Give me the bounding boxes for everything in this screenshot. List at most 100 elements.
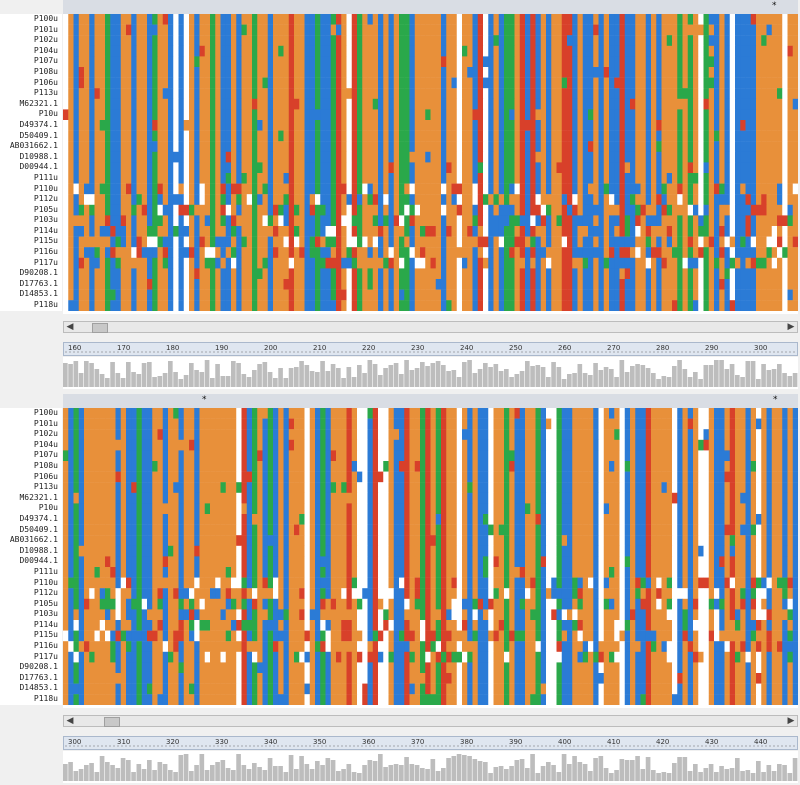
sequence-name[interactable]: D17763.1 — [19, 278, 58, 288]
sequence-name[interactable]: D00944.1 — [19, 556, 58, 566]
ruler-tick: 390 — [509, 738, 523, 746]
ruler-tick: 270 — [607, 344, 621, 352]
consensus-histogram — [63, 751, 798, 783]
sequence-name[interactable]: P102u — [33, 429, 58, 439]
scroll-right-icon[interactable]: ▶ — [787, 322, 795, 332]
sequence-name[interactable]: D00944.1 — [19, 162, 58, 172]
sequence-name[interactable]: D10988.1 — [19, 545, 58, 555]
sequence-name[interactable]: AB031662.1 — [9, 535, 58, 545]
sequence-name[interactable]: D90208.1 — [19, 662, 58, 672]
sequence-name[interactable]: P112u — [33, 588, 58, 598]
sequence-name[interactable]: P102u — [33, 35, 58, 45]
ruler-tick: 290 — [705, 344, 719, 352]
sequence-name[interactable]: P105u — [33, 204, 58, 214]
ruler-tick: 330 — [215, 738, 229, 746]
sequence-name[interactable]: D49374.1 — [19, 513, 58, 523]
sequence-name[interactable]: P10u — [38, 503, 58, 513]
scroll-right-icon[interactable]: ▶ — [787, 716, 795, 726]
sequence-name[interactable]: P106u — [33, 471, 58, 481]
sequence-name[interactable]: D14853.1 — [19, 289, 58, 299]
alignment-panel-bottom: * * P100u P101u P102u P104u P107u P108u P106u P… — [0, 394, 800, 784]
sequence-name[interactable]: P108u — [33, 460, 58, 470]
alignment-view[interactable] — [63, 408, 798, 708]
sequence-name[interactable]: M62321.1 — [19, 98, 58, 108]
sequence-name[interactable]: P108u — [33, 66, 58, 76]
horizontal-scrollbar[interactable]: ◀ ▶ — [63, 715, 798, 727]
sequence-name[interactable]: P118u — [33, 694, 58, 704]
ruler-tick: 200 — [264, 344, 278, 352]
scroll-thumb[interactable] — [92, 323, 108, 333]
sequence-name[interactable]: P118u — [33, 300, 58, 310]
sequence-name[interactable]: P113u — [33, 482, 58, 492]
ruler-dots — [64, 745, 797, 747]
sequence-name[interactable]: P116u — [33, 641, 58, 651]
sequence-name[interactable]: D50409.1 — [19, 524, 58, 534]
ruler-tick: 310 — [117, 738, 131, 746]
sequence-name[interactable]: P101u — [33, 24, 58, 34]
sequence-name[interactable]: D90208.1 — [19, 268, 58, 278]
horizontal-scrollbar[interactable]: ◀ ▶ — [63, 321, 798, 333]
sequence-name[interactable]: P117u — [33, 257, 58, 267]
sequence-name[interactable]: D17763.1 — [19, 672, 58, 682]
ruler-tick: 190 — [215, 344, 229, 352]
sequence-name[interactable]: P114u — [33, 225, 58, 235]
ruler-tick: 410 — [607, 738, 621, 746]
column-header — [63, 0, 798, 15]
alignment-panel-top: * P100u P101u P102u P104u P107u P108u P106u P11… — [0, 0, 800, 392]
sequence-name[interactable]: P111u — [33, 172, 58, 182]
column-header — [63, 394, 798, 409]
sequence-name[interactable]: P115u — [33, 236, 58, 246]
ruler-tick: 360 — [362, 738, 376, 746]
ruler-tick: 230 — [411, 344, 425, 352]
sequence-name[interactable]: M62321.1 — [19, 492, 58, 502]
sequence-name[interactable]: P103u — [33, 609, 58, 619]
sequence-name[interactable]: P100u — [33, 14, 58, 23]
sequence-name[interactable]: P114u — [33, 619, 58, 629]
ruler-tick: 220 — [362, 344, 376, 352]
scroll-left-icon[interactable]: ◀ — [66, 716, 74, 726]
sequence-name[interactable]: P115u — [33, 630, 58, 640]
sequence-name[interactable]: P100u — [33, 408, 58, 417]
sequence-name-list: P100u P101u P102u P104u P107u P108u P106u P113u… — [0, 14, 62, 311]
alignment-view[interactable] — [63, 14, 798, 314]
position-ruler: 300 310 320 330 340 350 360 370 380 390 400 410 420 4… — [63, 736, 798, 750]
conservation-star: * — [202, 395, 207, 405]
sequence-name[interactable]: P116u — [33, 247, 58, 257]
sequence-name[interactable]: D10988.1 — [19, 151, 58, 161]
sequence-name[interactable]: D14853.1 — [19, 683, 58, 693]
conservation-star: * — [773, 395, 778, 405]
sequence-name[interactable]: P101u — [33, 418, 58, 428]
sequence-name[interactable]: P104u — [33, 439, 58, 449]
ruler-dots — [64, 351, 797, 353]
ruler-tick: 420 — [656, 738, 670, 746]
sequence-name[interactable]: P110u — [33, 577, 58, 587]
sequence-name[interactable]: D50409.1 — [19, 130, 58, 140]
sequence-name[interactable]: P105u — [33, 598, 58, 608]
ruler-tick: 170 — [117, 344, 131, 352]
scroll-thumb[interactable] — [104, 717, 120, 727]
ruler-tick: 380 — [460, 738, 474, 746]
sequence-name[interactable]: P106u — [33, 77, 58, 87]
sequence-name[interactable]: D49374.1 — [19, 119, 58, 129]
sequence-name[interactable]: P103u — [33, 215, 58, 225]
sequence-name[interactable]: P10u — [38, 109, 58, 119]
sequence-name[interactable]: P113u — [33, 88, 58, 98]
scroll-left-icon[interactable]: ◀ — [66, 322, 74, 332]
sequence-name[interactable]: P110u — [33, 183, 58, 193]
ruler-tick: 160 — [68, 344, 82, 352]
sequence-name[interactable]: P111u — [33, 566, 58, 576]
ruler-tick: 350 — [313, 738, 327, 746]
sequence-name[interactable]: P107u — [33, 56, 58, 66]
sequence-name[interactable]: P107u — [33, 450, 58, 460]
sequence-name[interactable]: P104u — [33, 45, 58, 55]
position-ruler: 160 170 180 190 200 210 220 230 240 250 260 270 280 2… — [63, 342, 798, 356]
ruler-tick: 250 — [509, 344, 523, 352]
ruler-tick: 180 — [166, 344, 180, 352]
sequence-name[interactable]: P117u — [33, 651, 58, 661]
consensus-histogram — [63, 357, 798, 389]
ruler-tick: 320 — [166, 738, 180, 746]
sequence-name-list: P100u P101u P102u P104u P107u P108u P106u P113u… — [0, 408, 62, 705]
sequence-name[interactable]: P112u — [33, 194, 58, 204]
sequence-name[interactable]: AB031662.1 — [9, 141, 58, 151]
conservation-star: * — [772, 1, 777, 11]
